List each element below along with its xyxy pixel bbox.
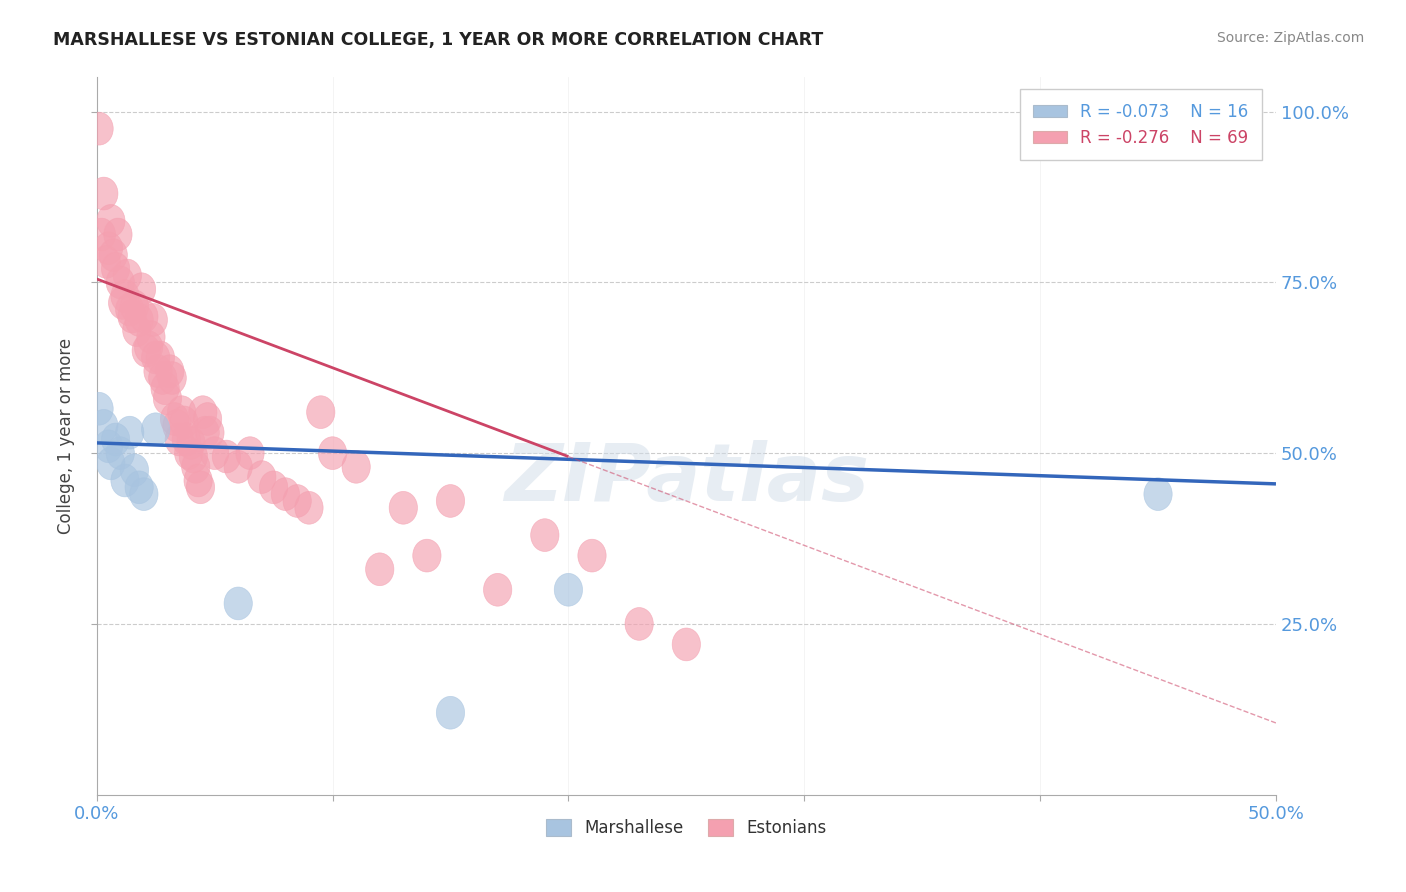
Ellipse shape xyxy=(236,437,264,469)
Ellipse shape xyxy=(179,440,208,473)
Ellipse shape xyxy=(247,460,276,493)
Ellipse shape xyxy=(389,491,418,524)
Ellipse shape xyxy=(94,232,122,265)
Ellipse shape xyxy=(195,417,224,449)
Ellipse shape xyxy=(177,426,205,459)
Ellipse shape xyxy=(108,286,136,319)
Text: Source: ZipAtlas.com: Source: ZipAtlas.com xyxy=(1216,31,1364,45)
Ellipse shape xyxy=(84,112,114,145)
Ellipse shape xyxy=(156,355,184,387)
Ellipse shape xyxy=(101,423,129,456)
Ellipse shape xyxy=(224,450,252,483)
Ellipse shape xyxy=(578,540,606,572)
Ellipse shape xyxy=(135,331,163,364)
Ellipse shape xyxy=(436,484,464,517)
Ellipse shape xyxy=(181,450,209,483)
Ellipse shape xyxy=(172,423,201,456)
Ellipse shape xyxy=(143,355,172,387)
Ellipse shape xyxy=(530,519,560,551)
Ellipse shape xyxy=(115,293,143,326)
Ellipse shape xyxy=(90,178,118,210)
Ellipse shape xyxy=(191,417,219,449)
Ellipse shape xyxy=(153,382,181,415)
Ellipse shape xyxy=(167,396,195,428)
Ellipse shape xyxy=(125,471,153,504)
Ellipse shape xyxy=(121,454,149,487)
Ellipse shape xyxy=(307,396,335,428)
Ellipse shape xyxy=(187,471,215,504)
Y-axis label: College, 1 year or more: College, 1 year or more xyxy=(58,338,75,534)
Ellipse shape xyxy=(260,471,288,504)
Ellipse shape xyxy=(91,245,121,278)
Ellipse shape xyxy=(98,239,128,271)
Ellipse shape xyxy=(114,260,142,292)
Ellipse shape xyxy=(84,392,114,425)
Text: MARSHALLESE VS ESTONIAN COLLEGE, 1 YEAR OR MORE CORRELATION CHART: MARSHALLESE VS ESTONIAN COLLEGE, 1 YEAR … xyxy=(53,31,824,49)
Ellipse shape xyxy=(129,478,157,510)
Ellipse shape xyxy=(160,402,188,435)
Ellipse shape xyxy=(436,697,464,729)
Ellipse shape xyxy=(97,447,125,480)
Ellipse shape xyxy=(104,219,132,251)
Ellipse shape xyxy=(139,303,167,336)
Ellipse shape xyxy=(121,290,149,323)
Ellipse shape xyxy=(342,450,370,483)
Ellipse shape xyxy=(626,607,654,640)
Ellipse shape xyxy=(101,252,129,285)
Ellipse shape xyxy=(224,587,252,620)
Ellipse shape xyxy=(122,314,150,347)
Ellipse shape xyxy=(201,437,229,469)
Ellipse shape xyxy=(97,204,125,237)
Ellipse shape xyxy=(212,440,240,473)
Ellipse shape xyxy=(105,266,135,299)
Ellipse shape xyxy=(115,417,143,449)
Ellipse shape xyxy=(150,372,179,405)
Ellipse shape xyxy=(157,361,187,394)
Ellipse shape xyxy=(188,396,217,428)
Ellipse shape xyxy=(90,409,118,442)
Ellipse shape xyxy=(295,491,323,524)
Ellipse shape xyxy=(484,574,512,607)
Ellipse shape xyxy=(283,484,311,517)
Ellipse shape xyxy=(128,273,156,306)
Ellipse shape xyxy=(165,423,194,456)
Ellipse shape xyxy=(318,437,347,469)
Ellipse shape xyxy=(149,361,177,394)
Ellipse shape xyxy=(132,334,160,368)
Ellipse shape xyxy=(1144,478,1173,510)
Ellipse shape xyxy=(146,341,174,374)
Ellipse shape xyxy=(413,540,441,572)
Ellipse shape xyxy=(672,628,700,661)
Ellipse shape xyxy=(142,341,170,374)
Ellipse shape xyxy=(174,437,202,469)
Legend: Marshallese, Estonians: Marshallese, Estonians xyxy=(538,813,834,844)
Ellipse shape xyxy=(118,300,146,333)
Ellipse shape xyxy=(105,437,135,469)
Ellipse shape xyxy=(129,300,157,333)
Ellipse shape xyxy=(142,413,170,446)
Text: ZIPatlas: ZIPatlas xyxy=(503,440,869,518)
Ellipse shape xyxy=(271,478,299,510)
Ellipse shape xyxy=(111,464,139,497)
Ellipse shape xyxy=(136,320,165,353)
Ellipse shape xyxy=(125,303,153,336)
Ellipse shape xyxy=(184,464,212,497)
Ellipse shape xyxy=(87,219,115,251)
Ellipse shape xyxy=(554,574,582,607)
Ellipse shape xyxy=(94,430,122,463)
Ellipse shape xyxy=(170,406,198,439)
Ellipse shape xyxy=(366,553,394,586)
Ellipse shape xyxy=(194,402,222,435)
Ellipse shape xyxy=(163,409,191,442)
Ellipse shape xyxy=(111,279,139,312)
